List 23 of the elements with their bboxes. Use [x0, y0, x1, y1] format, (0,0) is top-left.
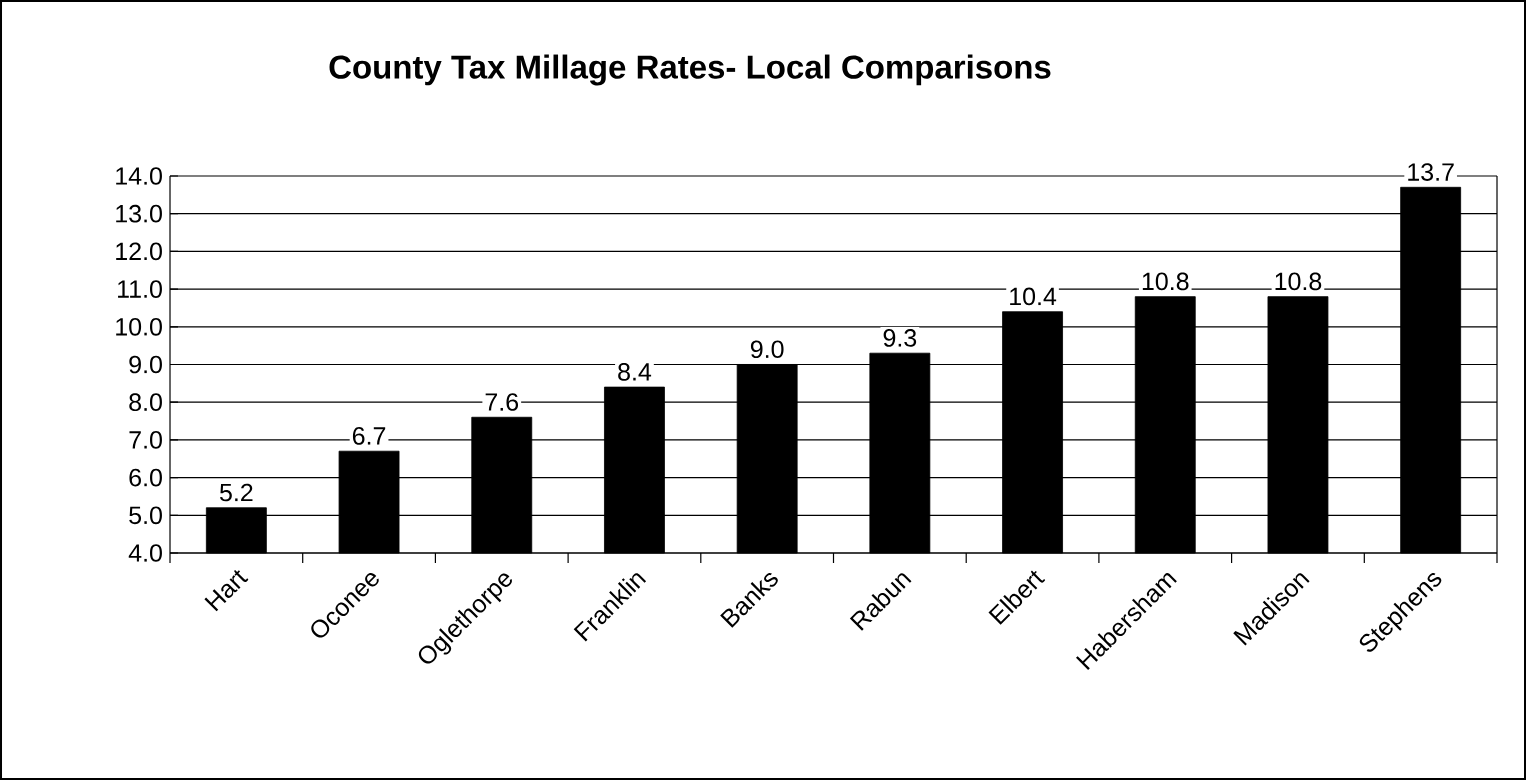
y-tick-label: 9.0: [129, 355, 162, 374]
data-label: 13.7: [1408, 163, 1454, 181]
y-tick-label: 4.0: [128, 544, 162, 562]
data-label: 9.3: [883, 329, 917, 347]
data-label: 6.7: [352, 427, 386, 445]
y-tick-label: 6.0: [129, 468, 162, 487]
y-tick-label: 5.0: [129, 506, 162, 525]
data-label: 10.4: [1010, 287, 1057, 306]
data-label: 10.8: [1142, 272, 1189, 291]
y-tick-label: 7.0: [129, 431, 162, 449]
data-label: 10.8: [1275, 272, 1322, 291]
y-tick-label: 13.0: [116, 204, 162, 223]
y-tick-label: 10.0: [116, 317, 162, 336]
data-label: 9.0: [750, 340, 784, 359]
y-tick-label: 11.0: [118, 280, 162, 298]
x-tick-label: Hart: [204, 569, 249, 612]
data-label: 7.6: [485, 393, 519, 411]
data-label: 5.2: [219, 483, 253, 502]
data-label: 8.4: [618, 363, 652, 381]
chart-title: County Tax Millage Rates- Local Comparisons: [329, 54, 1051, 86]
y-tick-label: 8.0: [129, 393, 162, 412]
y-tick-label: 12.0: [116, 242, 162, 261]
y-tick-label: 14.0: [116, 167, 162, 185]
